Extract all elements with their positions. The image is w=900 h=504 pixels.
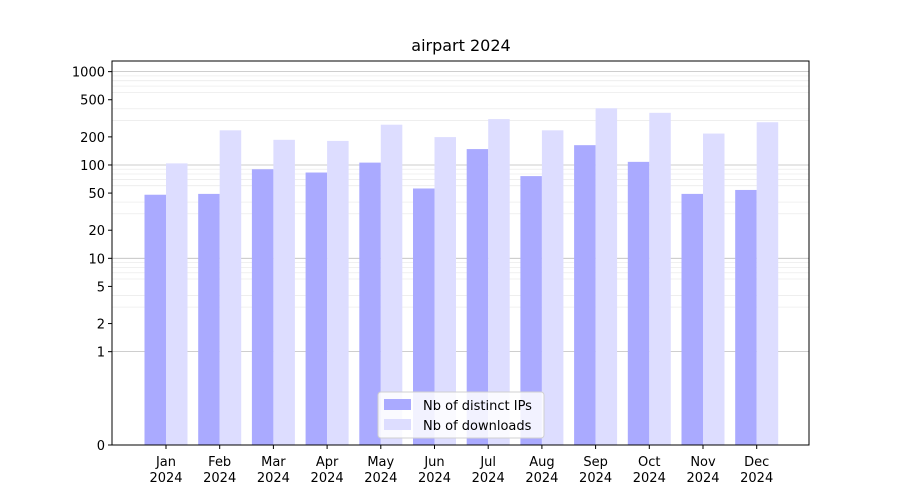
- bar-distinct-ips: [305, 172, 328, 446]
- x-tick-label: May 2024: [364, 455, 397, 486]
- x-tick-label: Dec 2024: [740, 455, 773, 486]
- y-tick-label: 500: [80, 94, 105, 109]
- legend: Nb of distinct IPs Nb of downloads: [377, 391, 545, 439]
- x-tick-label: Jan 2024: [149, 455, 182, 486]
- y-tick-label: 50: [88, 187, 105, 202]
- x-tick-label: Apr 2024: [311, 455, 344, 486]
- bar-distinct-ips: [681, 193, 703, 445]
- x-tick-label: Nov 2024: [686, 455, 719, 486]
- x-tick-label: Sep 2024: [579, 455, 612, 486]
- y-tick-label: 100: [80, 159, 105, 174]
- bar-downloads: [595, 108, 618, 445]
- x-tick-label: Feb 2024: [203, 455, 236, 486]
- x-tick-label: Mar 2024: [257, 455, 290, 486]
- x-tick-label: Jun 2024: [418, 455, 451, 486]
- bar-distinct-ips: [735, 189, 757, 445]
- bar-downloads: [649, 112, 671, 445]
- y-tick-label: 10: [88, 252, 105, 267]
- bar-downloads: [703, 133, 725, 446]
- bar-distinct-ips: [144, 194, 166, 445]
- bar-distinct-ips: [251, 169, 274, 446]
- bar-downloads: [273, 139, 295, 445]
- y-tick-label: 200: [80, 131, 105, 146]
- bar-distinct-ips: [359, 162, 381, 445]
- x-tick-label: Aug 2024: [525, 455, 558, 486]
- bar-downloads: [380, 124, 403, 445]
- y-tick-label: 5: [97, 280, 105, 295]
- legend-swatch: [384, 399, 411, 410]
- bar-distinct-ips: [413, 188, 435, 445]
- bar-downloads: [219, 130, 242, 445]
- bar-distinct-ips: [520, 176, 542, 445]
- x-tick-label: Oct 2024: [633, 455, 666, 486]
- bars: [144, 108, 779, 446]
- bar-downloads: [166, 163, 188, 446]
- plot-frame: [111, 60, 810, 446]
- x-axis-ticks: Jan 2024 Feb 2024 Mar 2024 Apr 2024 May 2024 Jun 20…: [149, 445, 773, 486]
- y-tick-label: 20: [88, 224, 105, 239]
- y-tick-label: 1: [97, 346, 105, 361]
- bar-distinct-ips: [466, 149, 489, 445]
- bar-downloads: [488, 119, 510, 445]
- bar-distinct-ips: [198, 193, 220, 445]
- legend-label: Nb of downloads: [423, 419, 532, 434]
- bar-downloads: [756, 122, 779, 446]
- legend-box: [377, 391, 545, 439]
- y-tick-label: 1000: [72, 66, 105, 81]
- x-tick-label: Jul 2024: [472, 455, 505, 486]
- y-axis-ticks: 0 1 2 5 10 20 50 100 200 500 1000: [72, 66, 112, 454]
- bar-downloads: [434, 137, 456, 445]
- legend-swatch: [384, 419, 411, 430]
- bar-downloads: [327, 140, 349, 446]
- y-tick-label: 2: [97, 318, 105, 333]
- bar-downloads: [541, 130, 564, 445]
- bar-distinct-ips: [574, 145, 596, 445]
- y-tick-label: 0: [97, 439, 105, 454]
- legend-label: Nb of distinct IPs: [423, 399, 532, 414]
- chart-title: airpart 2024: [411, 36, 510, 55]
- bar-distinct-ips: [627, 161, 650, 446]
